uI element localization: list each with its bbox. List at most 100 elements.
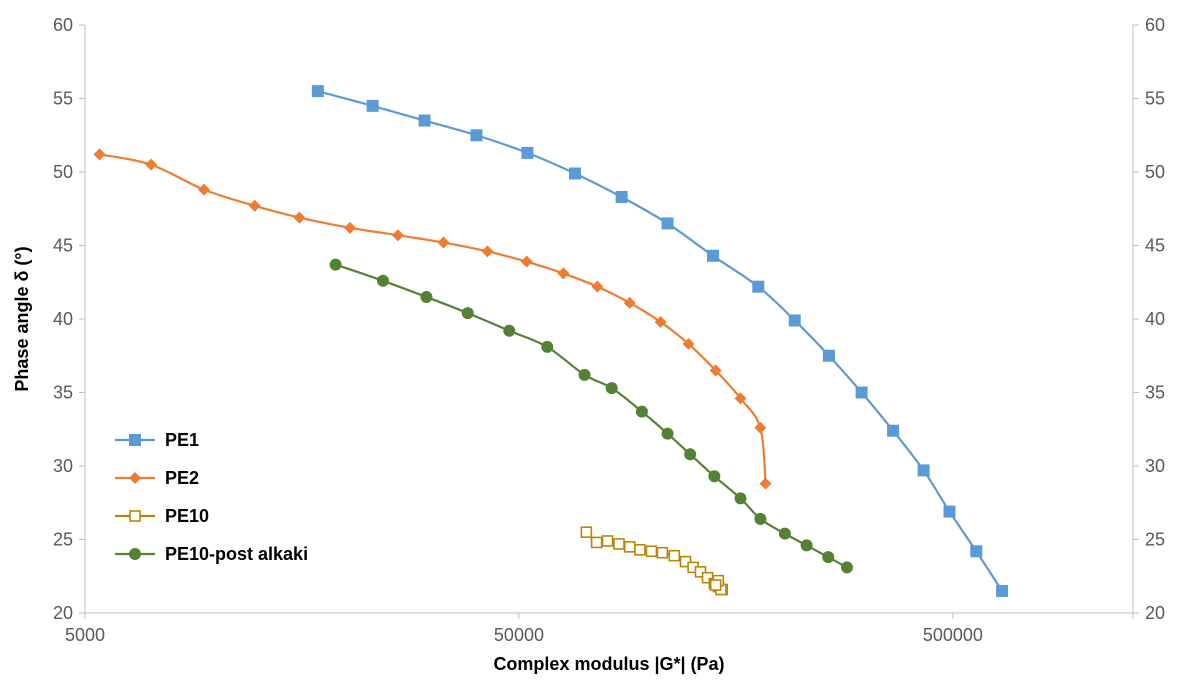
legend-item: PE1 [115,430,199,450]
data-point [645,545,658,558]
y2-tick-label: 45 [1145,236,1165,256]
data-point [145,158,158,171]
data-point [917,464,930,477]
data-point [840,561,853,574]
data-point [580,526,593,538]
data-point [461,307,474,320]
y-tick-label: 25 [53,530,73,550]
y2-tick-label: 35 [1145,383,1165,403]
data-point [822,349,835,362]
data-point [293,211,306,224]
data-point [752,280,765,293]
data-point [694,566,707,578]
y-tick-label: 60 [53,15,73,35]
y2-tick-label: 30 [1145,456,1165,476]
data-point [707,249,720,262]
y-axis-title: Phase angle δ (°) [12,246,32,391]
series-group [93,85,1009,597]
data-point [709,364,722,377]
data-point [93,148,106,161]
data-point [754,421,767,434]
legend-swatch-marker [129,434,141,446]
data-point [679,555,692,568]
y-tick-label: 50 [53,162,73,182]
data-point [635,405,648,418]
data-point [855,386,868,399]
legend-swatch-marker [129,472,141,484]
y2-tick-label: 40 [1145,309,1165,329]
x-tick-label: 5000 [65,625,105,645]
data-point [329,258,342,271]
y-tick-label: 40 [53,309,73,329]
y-tick-label: 45 [53,236,73,256]
data-point [887,424,900,437]
data-point [568,167,581,180]
y-tick-label: 30 [53,456,73,476]
data-point [668,549,681,562]
data-point [709,579,722,591]
series-line [335,263,848,569]
tick-group: 20 20 25 25 30 30 35 35 40 40 45 45 50 50 55 55 60 60 5000… [53,15,1165,645]
data-point [521,146,534,159]
data-point [684,448,697,461]
data-point [613,538,625,550]
data-point [470,129,483,142]
data-point [661,427,674,440]
data-point [634,543,646,556]
data-point [437,236,450,249]
data-point [557,267,570,280]
data-point [654,315,667,328]
data-point [420,290,433,303]
data-point [656,546,669,559]
legend-item: PE2 [115,468,199,488]
data-point [708,470,721,483]
y2-tick-label: 55 [1145,89,1165,109]
data-point [481,245,494,258]
y2-tick-label: 60 [1145,15,1165,35]
data-point [734,392,747,405]
data-point [248,199,261,212]
data-point [778,527,791,540]
data-point [578,368,591,381]
data-point [788,314,801,327]
data-point [541,340,554,353]
data-point [197,183,210,196]
data-point [591,280,604,293]
series-pe1 [311,85,1009,597]
data-point [661,217,674,230]
y-tick-label: 35 [53,383,73,403]
series-pe10 [580,526,729,596]
data-point [943,505,956,518]
x-tick-label: 50000 [494,625,544,645]
data-point [520,255,533,268]
data-point [996,584,1009,597]
data-point [970,545,983,558]
legend-item: PE10-post alkaki [115,544,308,564]
data-point [615,190,628,203]
data-point [734,492,747,505]
series-pe10-post-alkaki [329,258,853,574]
legend-label: PE10-post alkaki [165,544,308,564]
x-tick-label: 500000 [923,625,983,645]
data-point [822,551,835,564]
plot-area [84,25,1134,614]
data-point [418,114,431,127]
legend: PE1 PE2 PE10 PE10-post alkaki [115,430,308,564]
series-line [317,90,1004,592]
legend-swatch-marker [129,548,141,560]
data-point [623,296,636,309]
legend-label: PE10 [165,506,209,526]
data-point [391,229,404,242]
data-point [590,536,603,549]
y-tick-label: 55 [53,89,73,109]
x-axis-title: Complex modulus |G*| (Pa) [493,654,724,674]
legend-label: PE1 [165,430,199,450]
data-point [376,274,389,287]
data-point [682,337,695,350]
data-point [623,541,636,553]
y2-tick-label: 50 [1145,162,1165,182]
data-point [601,535,614,547]
series-pe2 [93,148,772,490]
y-tick-label: 20 [53,603,73,623]
data-point [503,324,516,337]
